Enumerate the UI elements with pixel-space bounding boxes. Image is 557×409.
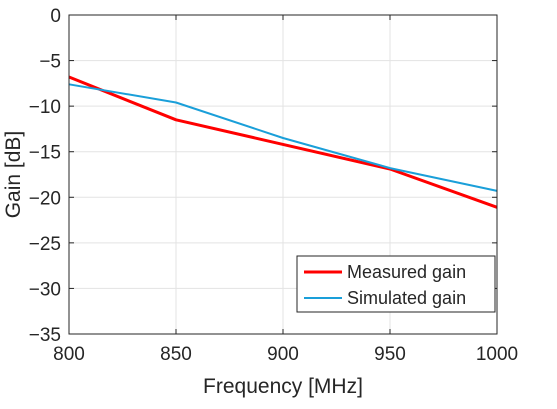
x-tick-label: 900: [267, 344, 299, 365]
y-tick-label: −10: [29, 97, 61, 118]
y-axis-label: Gain [dB]: [2, 131, 25, 219]
x-tick-label: 800: [53, 344, 85, 365]
legend-box: [296, 255, 496, 313]
x-tick-label: 850: [160, 344, 192, 365]
x-tick-label: 950: [374, 344, 406, 365]
series-layer: [68, 75, 498, 209]
x-axis-label: Frequency [MHz]: [203, 375, 363, 398]
x-tick-label: 1000: [476, 344, 518, 365]
tick-marks: [68, 14, 498, 335]
y-tick-label: −30: [29, 279, 61, 300]
y-tick-label: −15: [29, 143, 61, 164]
y-tick-label: 0: [50, 6, 61, 27]
y-tick-label: −35: [29, 325, 61, 346]
y-tick-labels: 0 −5 −10 −15 −20 −25 −30 −35: [29, 6, 61, 346]
y-tick-label: −25: [29, 234, 61, 255]
y-tick-label: −20: [29, 188, 61, 209]
legend: Measured gain Simulated gain: [296, 255, 496, 313]
series-line-simulated-gain: [68, 83, 498, 192]
x-tick-labels: 800 850 900 950 1000: [53, 344, 518, 365]
legend-label-simulated: Simulated gain: [347, 288, 466, 308]
series-line-measured-gain: [68, 75, 498, 209]
y-tick-label: −5: [39, 52, 61, 73]
legend-label-measured: Measured gain: [347, 262, 466, 282]
